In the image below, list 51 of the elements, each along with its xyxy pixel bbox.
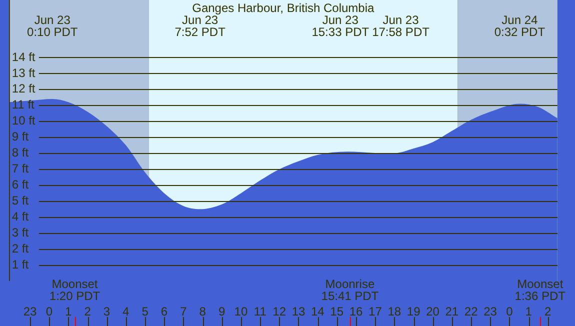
x-tick-label: 13 [292,304,306,319]
x-tick-label: 19 [406,304,421,319]
x-tick-label: 5 [142,304,149,319]
x-tick-label: 1 [65,304,72,319]
y-tick-label: 1 ft [12,257,30,272]
x-tick-label: 23 [23,304,37,319]
annotation: Jun 23 15:33 PDT [312,13,370,39]
x-tick-label: 0 [506,304,514,319]
y-tick-label: 7 ft [12,162,30,176]
x-tick-label: 23 [484,304,498,319]
y-tick-label: 10 ft [12,114,36,128]
annotation: Jun 23 17:58 PDT [372,13,430,39]
x-tick-label: 2 [544,304,552,319]
y-tick-label: 4 ft [12,209,30,224]
y-tick-label: 5 ft [12,193,30,208]
y-tick-label: 14 ft [12,50,36,64]
y-tick-label: 11 ft [12,98,36,112]
x-tick-label: 4 [122,304,130,319]
annotation: Jun 23 0:10 PDT [27,13,78,39]
x-tick-label: 7 [180,304,188,319]
x-tick-label: 1 [525,304,532,319]
x-tick-label: 15 [330,304,344,319]
x-tick-label: 10 [234,304,248,319]
y-tick-label: 2 ft [12,241,30,256]
x-tick-label: 22 [464,304,478,319]
ref-line-label: Moonrise 15:41 PDT [321,277,380,303]
x-tick-label: 17 [368,304,382,319]
y-tick-label: 8 ft [12,146,30,160]
annotation: Jun 23 7:52 PDT [174,13,226,39]
y-tick-label: 3 ft [12,225,30,240]
x-tick-label: 16 [349,304,364,319]
annotation: Jun 24 0:32 PDT [494,13,546,39]
x-tick-label: 11 [254,304,267,319]
x-tick-label: 6 [160,304,168,319]
x-tick-label: 12 [272,304,286,319]
chart-title: Ganges Harbour, British Columbia [192,1,375,15]
y-tick-label: 12 ft [12,82,36,96]
x-tick-label: 0 [46,304,53,319]
x-tick-label: 3 [103,304,110,319]
y-tick-label: 9 ft [12,130,30,144]
x-tick-label: 8 [199,304,206,319]
x-tick-label: 18 [388,304,402,319]
ref-line-label: Moonset 1:36 PDT [514,277,566,303]
x-tick-label: 14 [310,304,325,319]
y-tick-label: 13 ft [12,66,36,80]
x-tick-label: 9 [218,304,226,319]
x-tick-label: 21 [445,304,459,319]
y-tick-label: 6 ft [12,178,30,192]
x-tick-label: 2 [84,304,92,319]
x-tick-label: 20 [426,304,440,319]
ref-line-label: Moonset 1:20 PDT [49,277,101,303]
